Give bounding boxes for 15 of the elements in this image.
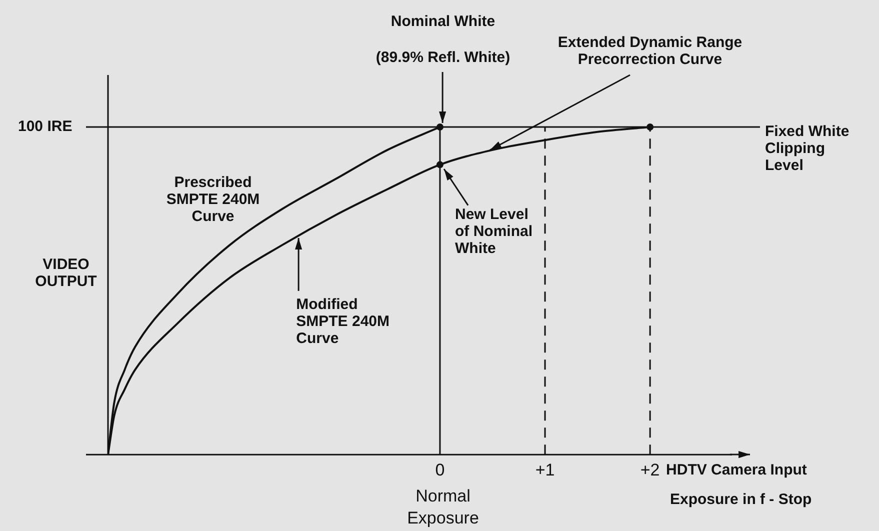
annotation: New Level of Nominal White <box>455 206 532 258</box>
series-label: Prescribed SMPTE 240M Curve <box>166 174 260 226</box>
text: (89.9% Refl. White) <box>376 49 510 66</box>
text: Fixed White Clipping Level <box>765 123 850 174</box>
text: Normal Exposure <box>407 486 479 528</box>
text: Exposure in f - Stop <box>670 491 812 508</box>
x-tick-label: +2 <box>640 460 660 480</box>
ref-line-label: 100 IRE <box>18 118 72 136</box>
x-tick-label: 0 <box>435 460 445 480</box>
text: Extended Dynamic Range Precorrection Curve <box>558 34 742 68</box>
x-axis-title: HDTV Camera Input <box>666 462 807 479</box>
x-tick-label: +1 <box>535 460 555 480</box>
y-axis-title: VIDEO OUTPUT <box>35 256 97 290</box>
text: Nominal White <box>390 13 496 30</box>
annotation: Modified SMPTE 240M Curve <box>296 296 390 348</box>
